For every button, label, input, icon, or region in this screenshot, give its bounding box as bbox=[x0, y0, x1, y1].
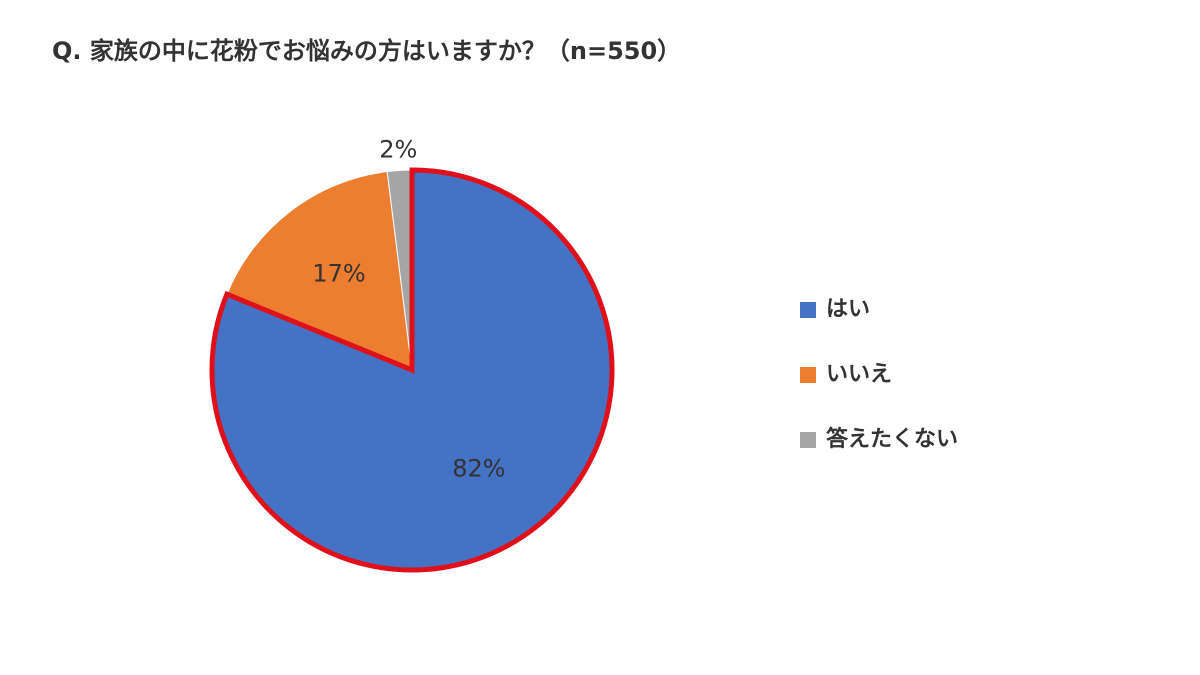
pie-slice bbox=[209, 167, 615, 573]
data-label: 2% bbox=[379, 135, 417, 163]
data-label: 82% bbox=[452, 455, 505, 483]
legend-swatch bbox=[800, 302, 816, 318]
legend-label: はい bbox=[826, 297, 870, 322]
legend-label: いいえ bbox=[826, 362, 892, 387]
chart-title: Q. 家族の中に花粉でお悩みの方はいますか？（n=550） bbox=[52, 37, 681, 65]
data-label: 17% bbox=[312, 260, 365, 288]
legend-label: 答えたくない bbox=[826, 426, 958, 452]
legend-swatch bbox=[800, 432, 816, 448]
pie-slice bbox=[226, 170, 413, 371]
legend-swatch bbox=[800, 367, 816, 383]
